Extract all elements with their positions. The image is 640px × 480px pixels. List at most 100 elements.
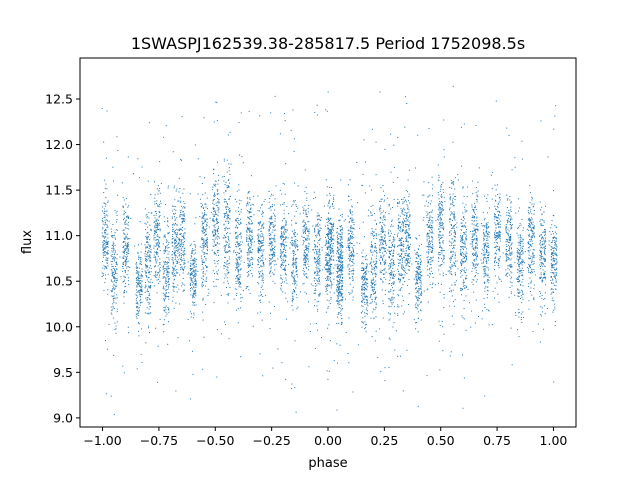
- data-point: [192, 250, 193, 252]
- data-point: [415, 283, 417, 285]
- data-point: [337, 280, 339, 282]
- data-point: [375, 330, 377, 332]
- data-point: [418, 287, 420, 289]
- data-point: [201, 204, 203, 206]
- data-point: [461, 254, 463, 256]
- data-point: [174, 218, 176, 220]
- data-point: [452, 250, 454, 252]
- data-point: [271, 254, 273, 256]
- data-point: [123, 245, 125, 247]
- data-point: [223, 223, 225, 225]
- data-point: [226, 205, 228, 207]
- data-point: [148, 294, 150, 296]
- data-point: [125, 203, 127, 205]
- data-point: [224, 248, 226, 250]
- data-point: [402, 221, 404, 223]
- data-point: [495, 230, 497, 232]
- data-point: [426, 246, 428, 247]
- data-point: [140, 251, 142, 253]
- data-point: [361, 285, 363, 287]
- data-point: [194, 223, 196, 225]
- data-point: [137, 271, 139, 273]
- data-point: [116, 272, 118, 274]
- data-point: [156, 235, 158, 237]
- data-point: [226, 269, 228, 271]
- data-point: [475, 242, 477, 244]
- data-point: [370, 317, 372, 319]
- data-point: [261, 232, 263, 234]
- data-point: [165, 288, 167, 290]
- data-point: [415, 287, 417, 289]
- data-point: [403, 201, 405, 203]
- data-point: [164, 234, 166, 236]
- data-point: [260, 301, 262, 303]
- data-point: [116, 278, 118, 280]
- data-point: [404, 126, 406, 128]
- data-point: [398, 273, 400, 275]
- data-point: [111, 309, 113, 311]
- data-point: [382, 258, 384, 260]
- data-point: [111, 250, 113, 252]
- data-point: [453, 235, 455, 237]
- data-point: [416, 307, 418, 309]
- data-point: [158, 270, 160, 272]
- data-point: [328, 253, 330, 255]
- data-point: [163, 307, 165, 309]
- data-point: [438, 252, 440, 254]
- data-point: [379, 210, 381, 212]
- data-point: [364, 295, 366, 297]
- data-point: [371, 266, 373, 268]
- data-point: [158, 239, 160, 241]
- data-point: [361, 289, 363, 291]
- data-point: [213, 208, 215, 210]
- data-point: [246, 231, 248, 233]
- data-point: [336, 409, 338, 411]
- data-point: [112, 224, 114, 226]
- data-point: [113, 248, 115, 250]
- data-point: [397, 232, 399, 234]
- data-point: [140, 290, 142, 292]
- data-point: [236, 263, 238, 265]
- data-point: [251, 203, 253, 205]
- data-point: [328, 243, 330, 245]
- data-point: [464, 267, 466, 269]
- data-point: [381, 229, 383, 231]
- data-point: [336, 300, 338, 302]
- data-point: [373, 279, 375, 281]
- data-point: [238, 265, 240, 267]
- data-point: [477, 273, 479, 274]
- data-point: [172, 275, 174, 277]
- data-point: [248, 223, 250, 225]
- data-point: [238, 243, 240, 245]
- data-point: [427, 259, 429, 261]
- data-point: [148, 325, 150, 327]
- data-point: [235, 267, 237, 269]
- data-point: [123, 232, 125, 234]
- data-point: [158, 245, 160, 247]
- data-point: [428, 220, 430, 222]
- data-point: [135, 302, 137, 304]
- data-point: [426, 211, 428, 213]
- data-point: [352, 279, 354, 281]
- data-point: [262, 241, 264, 243]
- data-point: [471, 240, 473, 242]
- data-point: [361, 277, 363, 279]
- data-point: [206, 270, 208, 272]
- data-point: [403, 256, 405, 258]
- data-point: [165, 246, 167, 248]
- data-point: [454, 233, 456, 235]
- data-point: [259, 210, 261, 212]
- data-point: [473, 217, 475, 219]
- data-point: [163, 268, 165, 270]
- data-point: [114, 232, 116, 234]
- data-point: [419, 280, 421, 282]
- data-point: [379, 200, 381, 202]
- data-point: [135, 289, 137, 291]
- data-point: [390, 289, 392, 291]
- data-point: [259, 257, 261, 259]
- data-point: [452, 197, 454, 199]
- data-point: [172, 229, 174, 231]
- data-point: [409, 214, 411, 216]
- data-point: [397, 198, 399, 200]
- data-point: [101, 272, 103, 274]
